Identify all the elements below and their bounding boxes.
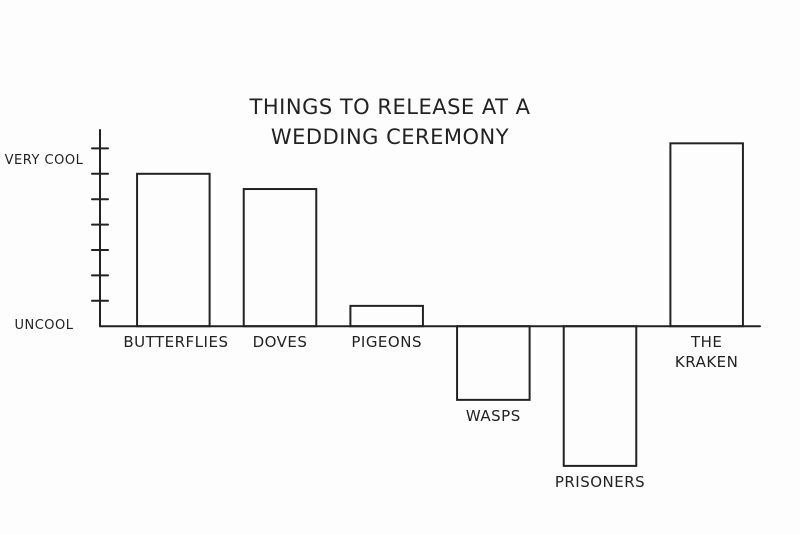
x-tick-label: THE KRAKEN: [674, 333, 739, 372]
bar: [349, 304, 424, 328]
x-tick-label: PRISONERS: [554, 472, 646, 491]
y-axis-label: UNCOOL: [14, 318, 74, 334]
bar: [562, 325, 638, 467]
x-tick-label: DOVES: [252, 333, 308, 352]
chart-title: THINGS TO RELEASE AT A WEDDING CEREMONY: [249, 95, 531, 149]
bar: [669, 142, 744, 328]
bar: [242, 188, 318, 328]
x-tick-label: WASPS: [465, 406, 521, 425]
x-tick-label: BUTTERFLIES: [123, 333, 229, 352]
bar: [456, 325, 531, 401]
bar: [136, 172, 211, 328]
x-tick-label: PIGEONS: [351, 333, 422, 352]
y-axis-label: VERY COOL: [4, 153, 84, 169]
